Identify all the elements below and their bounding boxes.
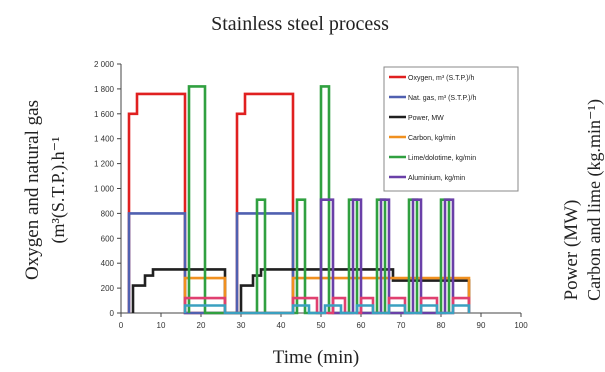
x-tick-label: 90 [477,321,486,330]
x-tick-label: 20 [197,321,206,330]
right-ylabel-line1: Power (MW) [561,200,582,301]
y-tick-label: 600 [101,234,115,243]
y-tick-label: 800 [101,209,115,218]
y-tick-label: 1 200 [94,160,115,169]
chart-title: Stainless steel process [211,13,389,35]
series-line-5 [319,198,455,315]
y-tick-label: 0 [110,309,115,318]
x-axis-label: Time (min) [273,347,359,368]
legend-label: Oxygen, m³ (S.T.P.)/h [408,75,474,82]
x-tick-label: 40 [277,321,286,330]
series-line-7 [183,304,471,315]
legend-label: Aluminium, kg/min [408,175,465,182]
y-tick-label: 1 400 [94,135,115,144]
x-tick-label: 50 [317,321,326,330]
x-tick-label: 100 [514,321,528,330]
y-tick-label: 1 800 [94,85,115,94]
left-ylabel-line1: Oxygen and natural gas [22,100,43,280]
right-ylabel-line2: Carbon and lime (kg.min⁻¹) [584,99,605,301]
x-tick-label: 30 [237,321,246,330]
series-line-0 [127,92,295,315]
series-line-2 [131,268,471,315]
y-tick-label: 400 [101,259,115,268]
legend-label: Lime/dolotime, kg/min [408,155,476,162]
x-tick-label: 70 [397,321,406,330]
legend-label: Power, MW [408,115,444,122]
x-tick-label: 60 [357,321,366,330]
series-layer [127,85,471,315]
legend-label: Nat. gas, m³ (S.T.P.)/h [408,95,476,102]
series-line-3 [183,276,471,315]
left-ylabel-line2: (m³(S.T.P.).h⁻¹ [48,137,69,244]
x-tick-label: 10 [157,321,166,330]
legend: Oxygen, m³ (S.T.P.)/h Nat. gas, m³ (S.T.P… [383,66,519,192]
x-tick-label: 80 [437,321,446,330]
y-tick-label: 1 600 [94,110,115,119]
right-y-axis-label: Power (MW) Carbon and lime (kg.min⁻¹) [561,99,605,301]
x-tick-label: 0 [119,321,124,330]
y-tick-label: 2 000 [94,60,115,69]
y-tick-label: 200 [101,284,115,293]
legend-box [383,66,519,192]
left-y-axis-label: Oxygen and natural gas (m³(S.T.P.).h⁻¹ [22,100,69,280]
y-tick-label: 1 000 [94,185,115,194]
legend-label: Carbon, kg/min [408,135,456,142]
